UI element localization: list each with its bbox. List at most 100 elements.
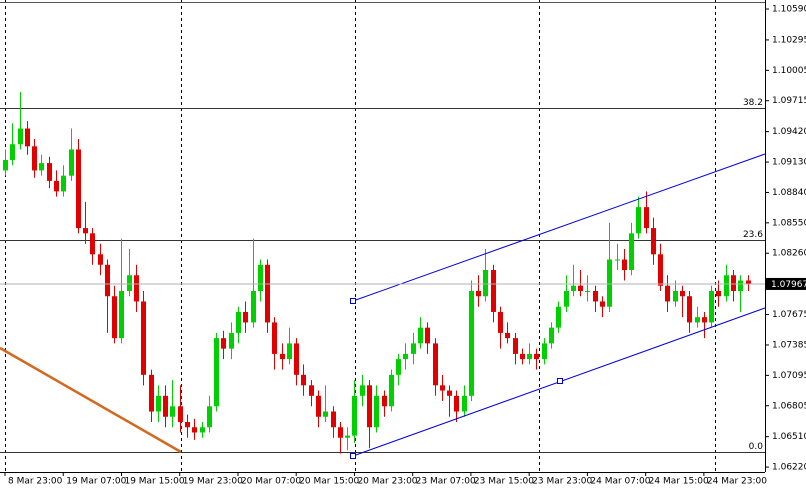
candle-body — [738, 280, 743, 291]
candle-body — [69, 149, 74, 176]
candle-body — [229, 332, 234, 349]
candle-body — [665, 285, 670, 302]
candle-body — [83, 228, 88, 234]
candle-body — [731, 275, 736, 291]
channel-handle — [557, 378, 563, 384]
candle-body — [433, 343, 438, 386]
candle-body — [287, 343, 292, 360]
candle-body — [39, 163, 44, 171]
y-tick-label: 1.06805 — [772, 401, 806, 411]
x-tick-label: 8 Mar 23:00 — [8, 477, 63, 487]
candle-body — [367, 385, 372, 428]
candle-body — [76, 149, 81, 229]
candle-body — [163, 395, 168, 417]
candle-body — [301, 374, 306, 386]
candle-body — [520, 353, 525, 360]
y-tick-label: 1.08840 — [772, 188, 806, 198]
y-tick-label: 1.07385 — [772, 340, 806, 350]
candle-body — [607, 259, 612, 307]
candle-body — [280, 353, 285, 360]
candle-body — [680, 290, 685, 297]
candle-body — [309, 385, 314, 396]
x-tick-label: 24 Mar 07:00 — [590, 477, 650, 487]
x-tick-label: 20 Mar 23:00 — [357, 477, 417, 487]
candle-body — [403, 353, 408, 360]
y-tick-label: 1.09715 — [772, 96, 806, 106]
x-tick-label: 23 Mar 07:00 — [416, 477, 476, 487]
candle-body — [3, 159, 8, 171]
candle-body — [221, 338, 226, 349]
candle-body — [556, 306, 561, 328]
candle-body — [10, 144, 15, 160]
candle-body — [534, 353, 539, 360]
x-tick-label: 24 Mar 23:00 — [707, 477, 767, 487]
candle-body — [636, 207, 641, 234]
candle-body — [251, 290, 256, 323]
candle-body — [170, 406, 175, 417]
candle-body — [440, 385, 445, 391]
candle-body — [185, 422, 190, 428]
candle-body — [709, 290, 714, 323]
candle-body — [236, 311, 241, 333]
candle-body — [615, 259, 620, 261]
candle-body — [462, 395, 467, 412]
fibo-levels: 38.2 23.6 0.0 — [0, 98, 765, 453]
candle-body — [243, 311, 248, 323]
candle-body — [585, 290, 590, 292]
candle-body — [214, 338, 219, 407]
x-tick-label: 20 Mar 07:00 — [241, 477, 301, 487]
candle-body — [338, 427, 343, 438]
y-tick-label: 1.07675 — [772, 310, 806, 320]
candle-body — [105, 264, 110, 297]
candle-body — [658, 254, 663, 286]
candle-body — [447, 390, 452, 396]
candle-body — [527, 353, 532, 360]
candle-body — [396, 359, 401, 375]
channel — [350, 153, 766, 459]
channel-upper — [352, 153, 766, 302]
y-tick-label: 1.06220 — [772, 463, 806, 473]
fibo-label: 23.6 — [743, 230, 763, 240]
candle-body — [491, 270, 496, 312]
candle-body — [651, 228, 656, 255]
y-tick-label: 1.06510 — [772, 432, 806, 442]
candle-body — [156, 395, 161, 412]
y-tick-label: 1.10295 — [772, 35, 806, 45]
candle-body — [425, 327, 430, 344]
trend-line — [0, 346, 182, 454]
candle-body — [476, 290, 481, 297]
candle-body — [127, 275, 132, 291]
candle-body — [47, 163, 52, 181]
candle-body — [564, 290, 569, 307]
x-tick-label: 20 Mar 15:00 — [299, 477, 359, 487]
y-tick-label: 1.09130 — [772, 158, 806, 168]
current-price-box — [766, 277, 806, 290]
current-price-label: 1.07967 — [771, 280, 806, 290]
candle-body — [54, 180, 59, 192]
candle-body — [382, 395, 387, 407]
candle-body — [389, 374, 394, 407]
candle-body — [323, 411, 328, 417]
y-tick-label: 1.08260 — [772, 249, 806, 259]
x-tick-label: 19 Mar 23:00 — [183, 477, 243, 487]
candle-body — [498, 311, 503, 333]
candle-body — [724, 275, 729, 297]
y-tick-label: 1.09420 — [772, 127, 806, 137]
candle-body — [571, 285, 576, 291]
candle-body — [90, 233, 95, 255]
candle-body — [265, 264, 270, 323]
candle-body — [418, 327, 423, 344]
x-tick-label: 24 Mar 15:00 — [649, 477, 709, 487]
candle-body — [687, 296, 692, 323]
candle-body — [411, 343, 416, 354]
candle-body — [32, 146, 37, 171]
candle-body — [18, 128, 23, 145]
candle-body — [119, 290, 124, 339]
candle-body — [360, 385, 365, 396]
candle-body — [505, 332, 510, 339]
y-tick-label: 1.10590 — [772, 5, 806, 15]
candle-body — [258, 264, 263, 291]
candle-body — [134, 275, 139, 302]
